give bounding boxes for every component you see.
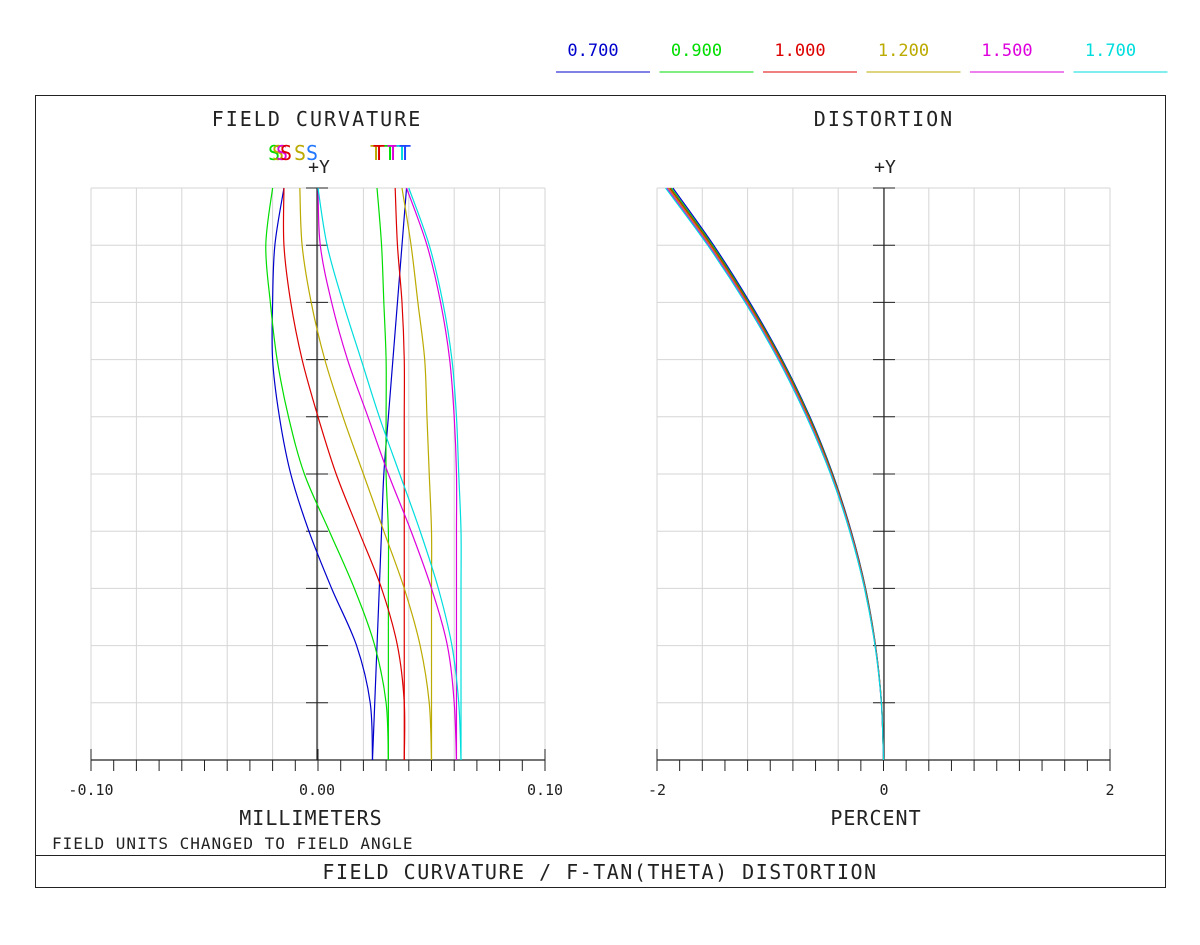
legend-label: 0.700: [567, 41, 618, 61]
series-line-1-000-t: [394, 187, 406, 760]
series-line-1-500-t: [405, 187, 458, 760]
distortion-series: [665, 187, 885, 761]
legend: 0.700 0.900 1.000 1.200 1.500 1.700: [556, 41, 1168, 73]
distortion-panel: DISTORTION +Y -2 0 2 PERCENT: [648, 107, 1115, 830]
series-line-0-900-s: [265, 187, 389, 761]
tangential-marker: T: [384, 141, 396, 165]
sagittal-marker: S: [272, 141, 284, 165]
tangential-marker: T: [370, 141, 382, 165]
sagittal-marker: S: [306, 141, 318, 165]
legend-label: 0.900: [671, 41, 722, 61]
field-curvature-ticks: [90, 187, 546, 771]
sagittal-marker: S: [268, 141, 280, 165]
distortion-title: DISTORTION: [814, 107, 954, 131]
distortion-x-label: PERCENT: [830, 806, 921, 830]
field-curvature-x-tick-labels: -0.10 0.00 0.10: [68, 781, 563, 799]
sagittal-marker: S: [294, 141, 306, 165]
tangential-marker: T: [396, 141, 408, 165]
series-line-1-700-s: [317, 187, 462, 761]
x-tick-label: 0.00: [299, 781, 335, 799]
x-tick-label: 2: [1105, 781, 1114, 799]
field-curvature-x-label: MILLIMETERS: [239, 806, 382, 830]
series-line-1-200-s: [299, 187, 433, 761]
x-tick-label: 0: [879, 781, 888, 799]
legend-label: 1.200: [878, 41, 929, 61]
legend-label: 1.500: [981, 41, 1032, 61]
plot-frame: [35, 95, 1166, 888]
distortion-y-label: +Y: [874, 157, 896, 178]
x-tick-label: 0.10: [527, 781, 563, 799]
sagittal-marker: S: [276, 141, 288, 165]
distortion-ticks: [656, 187, 1111, 771]
x-tick-label: -2: [648, 781, 666, 799]
legend-label: 1.000: [774, 41, 825, 61]
footer-title: FIELD CURVATURE / F-TAN(THETA) DISTORTIO…: [322, 860, 877, 884]
field-curvature-title: FIELD CURVATURE: [212, 107, 423, 131]
tangential-marker: T: [373, 141, 385, 165]
series-line-1-200-t: [401, 187, 433, 760]
legend-label: 1.700: [1085, 41, 1136, 61]
series-line-0-700-s: [271, 187, 374, 761]
x-tick-label: -0.10: [68, 781, 113, 799]
series-line-0-900-t: [376, 187, 390, 761]
tangential-marker: T: [399, 141, 411, 165]
field-curvature-series: [265, 187, 462, 761]
series-line-1-700-t: [408, 187, 462, 761]
series-line-1-000-s: [282, 187, 406, 761]
field-curvature-y-label: +Y: [308, 157, 330, 178]
series-line-1-700: [665, 187, 885, 761]
series-line-0-700-t: [371, 187, 408, 761]
distortion-x-tick-labels: -2 0 2: [648, 781, 1115, 799]
tangential-marker: T: [387, 141, 399, 165]
series-line-1-500-s: [317, 187, 458, 761]
units-note: FIELD UNITS CHANGED TO FIELD ANGLE: [52, 834, 414, 853]
sagittal-marker: S: [280, 141, 292, 165]
